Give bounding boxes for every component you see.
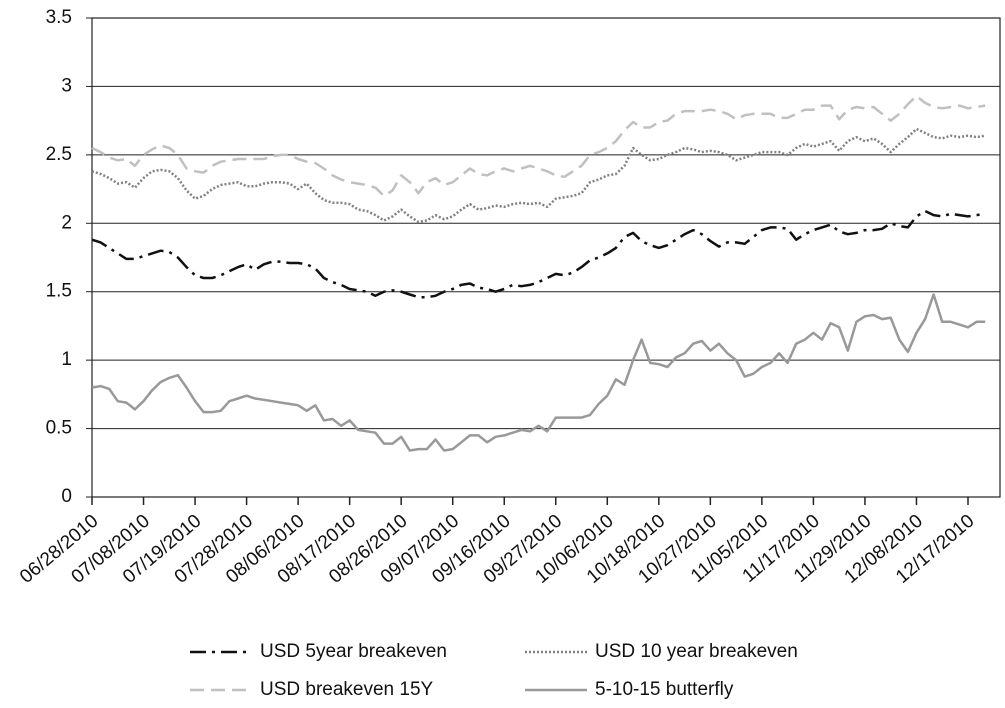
series-line — [91, 293, 986, 452]
y-tick-label: 1.5 — [46, 281, 72, 302]
y-tick-label: 0.5 — [46, 418, 72, 439]
legend-label: 5-10-15 butterfly — [595, 679, 734, 700]
legend-label: USD breakeven 15Y — [260, 679, 434, 700]
legend-label: USD 5year breakeven — [260, 641, 447, 662]
series-line — [91, 94, 986, 198]
series-line — [91, 209, 986, 299]
y-tick-label: 2.5 — [46, 144, 72, 165]
y-tick-label: 2 — [61, 212, 72, 233]
y-tick-label: 1 — [61, 349, 72, 370]
y-tick-label: 3.5 — [46, 7, 72, 28]
series-line — [91, 127, 986, 224]
plot-frame — [91, 17, 1001, 498]
y-tick-label: 0 — [61, 486, 72, 507]
legend-label: USD 10 year breakeven — [595, 641, 798, 662]
y-tick-label: 3 — [61, 75, 72, 96]
